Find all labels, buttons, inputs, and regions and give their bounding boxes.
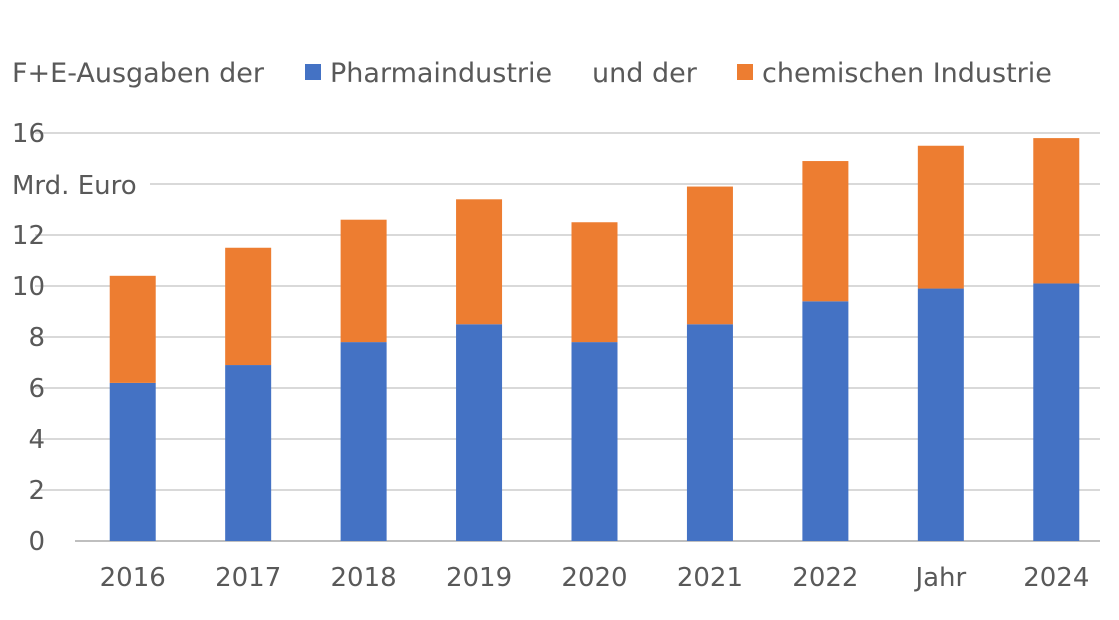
y-tick-label: 6: [28, 374, 45, 404]
x-tick-labels: 2016 2017 2018 2019 2020 2021 2022 Jahr 2024: [100, 563, 1090, 593]
bar-pharma: [686, 324, 733, 541]
legend-joiner: und der: [592, 58, 698, 89]
x-tick-label: 2017: [215, 563, 281, 593]
x-tick-label: Jahr: [913, 563, 966, 593]
bar-pharma: [1033, 283, 1080, 541]
legend-swatch-chemie: [737, 64, 753, 80]
bars: [109, 138, 1080, 541]
legend-label-chemie: chemischen Industrie: [762, 58, 1052, 89]
bar-pharma: [109, 382, 156, 541]
bar-pharma: [456, 324, 503, 541]
x-tick-label: 2018: [331, 563, 397, 593]
bar-chemie: [340, 219, 387, 343]
bar-pharma: [340, 342, 387, 541]
bar-pharma: [225, 365, 272, 541]
bar-pharma: [802, 301, 849, 541]
legend-label-pharma: Pharmaindustrie: [330, 58, 552, 89]
y-tick-labels: 0 2 4 6 8 10 12 16: [12, 119, 45, 557]
legend: F+E-Ausgaben der Pharmaindustrie und der…: [12, 58, 1052, 89]
bar-pharma: [571, 342, 618, 541]
y-tick-label: 8: [28, 323, 45, 353]
y-tick-label: 12: [12, 221, 45, 251]
gridlines: [35, 132, 1100, 542]
bar-chemie: [225, 247, 272, 366]
ylabel-background: [0, 170, 150, 202]
x-tick-label: 2022: [792, 563, 858, 593]
bar-chemie: [1033, 138, 1080, 284]
y-tick-label: 4: [28, 425, 45, 455]
bar-chemie: [686, 186, 733, 325]
x-tick-label: 2020: [561, 563, 627, 593]
x-tick-label: 2024: [1023, 563, 1089, 593]
y-tick-label: 16: [12, 119, 45, 149]
x-tick-label: 2016: [100, 563, 166, 593]
y-tick-label: 2: [28, 476, 45, 506]
bar-chemie: [571, 222, 618, 343]
x-tick-label: 2021: [677, 563, 743, 593]
bar-pharma: [917, 288, 964, 541]
bar-chemie: [917, 145, 964, 289]
bar-chemie: [109, 275, 156, 383]
y-axis-label: Mrd. Euro: [12, 171, 137, 201]
y-tick-label: 0: [28, 527, 45, 557]
y-tick-label: 10: [12, 272, 45, 302]
bar-chemie: [456, 199, 503, 325]
legend-prefix: F+E-Ausgaben der: [12, 58, 265, 89]
x-tick-label: 2019: [446, 563, 512, 593]
bar-chemie: [802, 161, 849, 302]
legend-swatch-pharma: [305, 64, 321, 80]
